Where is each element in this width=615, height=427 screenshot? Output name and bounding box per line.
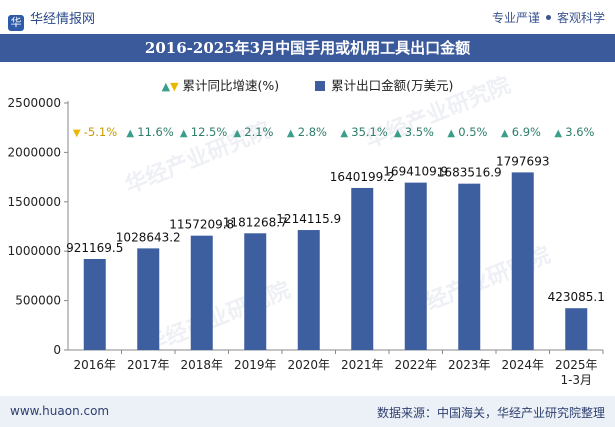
x-tick-label: 1-3月 <box>560 373 592 387</box>
bar-value-label: 1157209.8 <box>169 218 234 232</box>
chart-title: 2016-2025年3月中国手用或机用工具出口金额 <box>0 34 615 62</box>
brand-name: 华经情报网 <box>30 12 96 27</box>
triangle-down-icon: ▼ <box>73 128 81 139</box>
x-tick-label: 2020年 <box>287 358 330 372</box>
triangle-up-icon: ▲ <box>340 128 348 139</box>
bar-value-label: 921169.5 <box>66 241 123 255</box>
triangle-up-icon: ▲ <box>126 128 134 139</box>
top-bar: 华华经情报网 专业严谨 客观科学 <box>0 0 615 34</box>
bar-value-label: 1640199.2 <box>330 170 395 184</box>
growth-label: 2.8% <box>298 125 327 139</box>
bar <box>244 233 267 350</box>
y-tick-label: 500000 <box>15 294 61 308</box>
bar-value-label: 1214115.9 <box>276 212 341 226</box>
growth-label: 12.5% <box>191 125 228 139</box>
growth-label: 2.1% <box>244 125 273 139</box>
y-tick-label: 1500000 <box>8 195 61 209</box>
bar <box>137 248 160 350</box>
x-tick-label: 2024年 <box>501 358 544 372</box>
data-source: 数据来源：中国海关，华经产业研究院整理 <box>376 406 605 420</box>
x-tick-label: 2017年 <box>127 358 170 372</box>
legend-growth-label: 累计同比增速(%) <box>182 78 280 93</box>
bar-value-label: 1797693 <box>496 154 549 168</box>
triangle-up-icon: ▲ <box>394 128 402 139</box>
bar <box>351 187 374 350</box>
bar <box>297 230 320 350</box>
y-tick-label: 2500000 <box>8 96 61 110</box>
bar <box>458 183 481 350</box>
y-tick-label: 0 <box>53 343 61 357</box>
bar-value-label: 1181268.7 <box>223 215 288 229</box>
x-tick-label: 2022年 <box>394 358 437 372</box>
growth-label: 35.1% <box>351 125 388 139</box>
triangle-up-icon: ▲ <box>447 128 455 139</box>
legend-value: 累计出口金额(万美元) <box>315 75 453 94</box>
bar <box>83 258 106 350</box>
bar <box>565 308 588 350</box>
chart-legend: ▲▼ 累计同比增速(%) 累计出口金额(万美元) <box>0 75 615 94</box>
triangle-up-icon: ▲ <box>180 128 188 139</box>
y-tick-label: 2000000 <box>8 145 61 159</box>
triangle-up-icon: ▲ <box>233 128 241 139</box>
site-link[interactable]: www.huaon.com <box>10 404 110 418</box>
x-tick-label: 2023年 <box>448 358 491 372</box>
triangle-up-icon: ▲ <box>501 128 509 139</box>
bar-value-label: 1028643.2 <box>116 230 181 244</box>
x-tick-label: 2018年 <box>180 358 223 372</box>
tagline-b: 客观科学 <box>556 11 605 25</box>
triangle-up-icon: ▲ <box>554 128 562 139</box>
dot-icon <box>545 15 551 20</box>
y-tick-label: 1000000 <box>8 244 61 258</box>
growth-label: 3.6% <box>565 125 594 139</box>
legend-growth: ▲▼ 累计同比增速(%) <box>162 75 280 94</box>
growth-label: 0.5% <box>458 125 487 139</box>
growth-label: -5.1% <box>84 125 117 139</box>
triangle-up-icon: ▲ <box>161 80 171 93</box>
bar-chart: 0 500000 1000000 1500000 2000000 2500000 92116… <box>8 96 605 387</box>
bar <box>404 182 427 350</box>
bar <box>190 235 213 350</box>
logo-icon: 华 <box>8 15 24 31</box>
growth-label: 11.6% <box>137 125 174 139</box>
tagline: 专业严谨 客观科学 <box>492 9 605 26</box>
growth-label: 3.5% <box>405 125 434 139</box>
legend-bar-swatch <box>315 81 326 91</box>
triangle-up-icon: ▲ <box>287 128 295 139</box>
x-tick-label: 2021年 <box>341 358 384 372</box>
bar-value-label: 1683516.9 <box>437 166 502 180</box>
x-tick-label: 2019年 <box>234 358 277 372</box>
growth-label: 6.9% <box>512 125 541 139</box>
legend-value-label: 累计出口金额(万美元) <box>331 78 454 93</box>
bar-value-label: 423085.1 <box>548 290 605 304</box>
bar <box>511 172 534 350</box>
footer: www.huaon.com 数据来源：中国海关，华经产业研究院整理 <box>0 396 615 427</box>
bar-value-label: 1694109.9 <box>383 165 448 179</box>
brand[interactable]: 华华经情报网 <box>8 8 95 31</box>
x-tick-label: 2016年 <box>73 358 116 372</box>
triangle-down-icon: ▼ <box>170 80 179 93</box>
x-tick-label: 2025年 <box>555 358 598 372</box>
tagline-a: 专业严谨 <box>491 11 540 25</box>
